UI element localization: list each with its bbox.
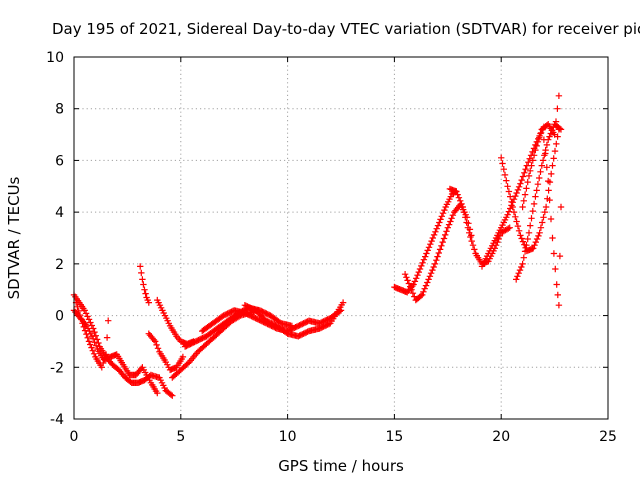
plot-frame — [73, 56, 609, 420]
series-track-6 — [154, 296, 197, 348]
x-axis-label: GPS time / hours — [278, 457, 404, 475]
y-tick-label: -4 — [50, 412, 64, 428]
data-point-marks — [519, 92, 563, 211]
y-tick-label: -2 — [50, 360, 64, 376]
y-tick-label: 0 — [55, 309, 64, 325]
y-tick-label: 6 — [55, 153, 64, 169]
series-track-18 — [540, 136, 565, 309]
x-tick-label: 10 — [279, 429, 297, 445]
x-tick-label: 0 — [70, 429, 79, 445]
series-track-17 — [519, 92, 563, 211]
y-tick-label: 2 — [55, 257, 64, 273]
data-point-marks — [540, 136, 565, 309]
series-track-2 — [70, 307, 161, 397]
data-points — [70, 92, 565, 399]
data-point-marks — [70, 307, 161, 397]
x-tick-label: 20 — [492, 429, 510, 445]
series-track-5 — [145, 330, 187, 374]
y-tick-label: 8 — [55, 102, 64, 118]
chart-title: Day 195 of 2021, Sidereal Day-to-day VTE… — [52, 20, 640, 38]
series-track-10 — [241, 299, 347, 340]
series-track-4 — [137, 263, 152, 306]
x-tick-label: 25 — [599, 429, 617, 445]
series-track-11 — [391, 188, 460, 296]
data-point-marks — [137, 263, 152, 306]
series-track-3 — [72, 299, 112, 371]
data-point-marks — [145, 330, 187, 374]
x-tick-label: 15 — [385, 429, 403, 445]
x-tick-label: 5 — [176, 429, 185, 445]
y-axis-label: SDTVAR / TECUs — [5, 176, 23, 299]
data-point-marks — [154, 296, 197, 348]
data-point-marks — [241, 299, 347, 340]
data-point-marks — [391, 188, 460, 296]
y-tick-label: 10 — [46, 50, 64, 66]
data-point-marks — [72, 299, 112, 371]
y-tick-label: 4 — [55, 205, 64, 221]
